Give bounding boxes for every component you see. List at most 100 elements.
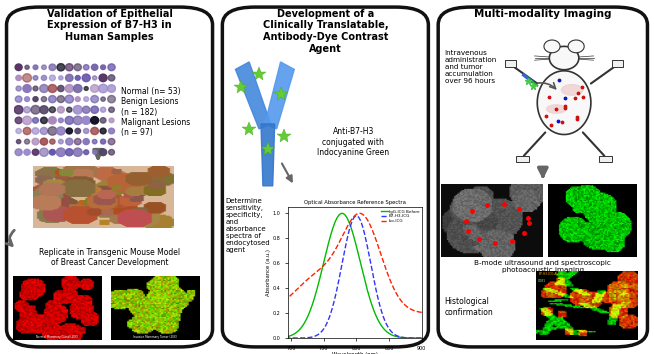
Circle shape xyxy=(92,64,98,70)
Circle shape xyxy=(82,116,90,124)
Text: B7-H3-ICG-Alexa: B7-H3-ICG-Alexa xyxy=(538,272,563,276)
Circle shape xyxy=(91,96,99,103)
Circle shape xyxy=(41,117,47,124)
Circle shape xyxy=(49,64,56,70)
B7-H3-ICG xyxy=(364,250,372,254)
Circle shape xyxy=(40,106,48,114)
Circle shape xyxy=(108,96,115,103)
Circle shape xyxy=(82,74,90,82)
Circle shape xyxy=(31,105,40,114)
Ellipse shape xyxy=(561,85,583,95)
Circle shape xyxy=(73,116,82,125)
B7-H3-ICG xyxy=(353,214,360,218)
Circle shape xyxy=(84,150,89,155)
FancyBboxPatch shape xyxy=(438,7,647,347)
Circle shape xyxy=(101,65,105,69)
Legend: IgG-ICG Before, B7-H3-ICG, Iso-ICG: IgG-ICG Before, B7-H3-ICG, Iso-ICG xyxy=(381,209,420,224)
Iso-ICG xyxy=(421,311,429,315)
Polygon shape xyxy=(599,156,612,162)
Iso-ICG xyxy=(356,211,364,216)
Text: Normal Mammary Gland (20X): Normal Mammary Gland (20X) xyxy=(36,335,78,338)
Iso-ICG xyxy=(274,303,282,307)
Circle shape xyxy=(33,65,38,69)
Circle shape xyxy=(108,138,115,145)
Circle shape xyxy=(65,64,73,71)
Text: Validation of Epithelial
Expression of B7-H3 in
Human Samples: Validation of Epithelial Expression of B… xyxy=(46,9,173,42)
Circle shape xyxy=(66,128,73,134)
Circle shape xyxy=(65,74,73,81)
Circle shape xyxy=(16,139,21,144)
Circle shape xyxy=(91,127,99,135)
Line: Iso-ICG: Iso-ICG xyxy=(278,213,425,313)
IgG-ICG Before xyxy=(362,283,370,287)
Circle shape xyxy=(99,149,107,156)
Circle shape xyxy=(16,75,22,80)
Text: B-mode ultrasound and spectroscopic
photoacoustic imaging: B-mode ultrasound and spectroscopic phot… xyxy=(474,260,611,273)
Polygon shape xyxy=(549,46,579,70)
Circle shape xyxy=(33,97,38,102)
Circle shape xyxy=(73,148,82,156)
Circle shape xyxy=(65,149,73,156)
Circle shape xyxy=(73,105,82,114)
Circle shape xyxy=(99,74,107,82)
B7-H3-ICG xyxy=(362,238,370,242)
Circle shape xyxy=(100,128,106,134)
B7-H3-ICG xyxy=(275,336,283,340)
Circle shape xyxy=(109,149,114,155)
Circle shape xyxy=(90,85,99,92)
B7-H3-ICG xyxy=(408,336,416,340)
Circle shape xyxy=(14,105,23,114)
Circle shape xyxy=(15,117,22,124)
B7-H3-ICG xyxy=(274,336,282,340)
Circle shape xyxy=(93,150,97,154)
Text: Intravenous
administration
and tumor
accumulation
over 96 hours: Intravenous administration and tumor acc… xyxy=(445,50,497,84)
Circle shape xyxy=(75,97,80,102)
Text: Determine
sensitivity,
specificity,
and
absorbance
spectra of
endocytosed
agent: Determine sensitivity, specificity, and … xyxy=(226,198,270,253)
Ellipse shape xyxy=(547,105,566,113)
Circle shape xyxy=(83,139,90,144)
FancyBboxPatch shape xyxy=(7,7,213,347)
IgG-ICG Before xyxy=(398,335,406,339)
Polygon shape xyxy=(265,62,294,129)
Circle shape xyxy=(58,118,63,122)
Circle shape xyxy=(56,148,65,156)
Circle shape xyxy=(92,76,97,80)
Circle shape xyxy=(100,118,106,123)
B7-H3-ICG xyxy=(398,335,406,339)
Circle shape xyxy=(15,64,22,70)
Circle shape xyxy=(57,64,65,71)
Circle shape xyxy=(33,76,38,80)
Circle shape xyxy=(33,86,38,91)
Circle shape xyxy=(16,129,22,133)
Circle shape xyxy=(40,127,48,135)
Circle shape xyxy=(24,149,30,155)
Circle shape xyxy=(16,86,21,91)
IgG-ICG Before xyxy=(362,281,370,285)
Circle shape xyxy=(49,107,56,113)
Circle shape xyxy=(41,97,46,102)
Circle shape xyxy=(91,106,99,113)
Circle shape xyxy=(109,128,114,134)
Polygon shape xyxy=(568,40,584,53)
Circle shape xyxy=(23,127,31,135)
Circle shape xyxy=(32,138,39,145)
Polygon shape xyxy=(516,156,529,162)
Line: IgG-ICG Before: IgG-ICG Before xyxy=(278,213,425,338)
Circle shape xyxy=(107,85,116,92)
Circle shape xyxy=(82,106,90,113)
Circle shape xyxy=(92,139,97,144)
Circle shape xyxy=(59,76,63,80)
Iso-ICG xyxy=(362,215,370,219)
Text: Multi-modality Imaging: Multi-modality Imaging xyxy=(474,9,611,19)
IgG-ICG Before xyxy=(408,336,416,340)
Circle shape xyxy=(42,65,46,69)
Circle shape xyxy=(84,129,89,133)
Text: Development of a
Clinically Translatable,
Antibody-Dye Contrast
Agent: Development of a Clinically Translatable… xyxy=(262,9,388,54)
Circle shape xyxy=(65,116,73,124)
Circle shape xyxy=(108,64,115,71)
Circle shape xyxy=(65,85,73,92)
Circle shape xyxy=(40,148,48,156)
Polygon shape xyxy=(544,40,560,53)
Circle shape xyxy=(67,107,72,112)
Circle shape xyxy=(25,97,29,102)
